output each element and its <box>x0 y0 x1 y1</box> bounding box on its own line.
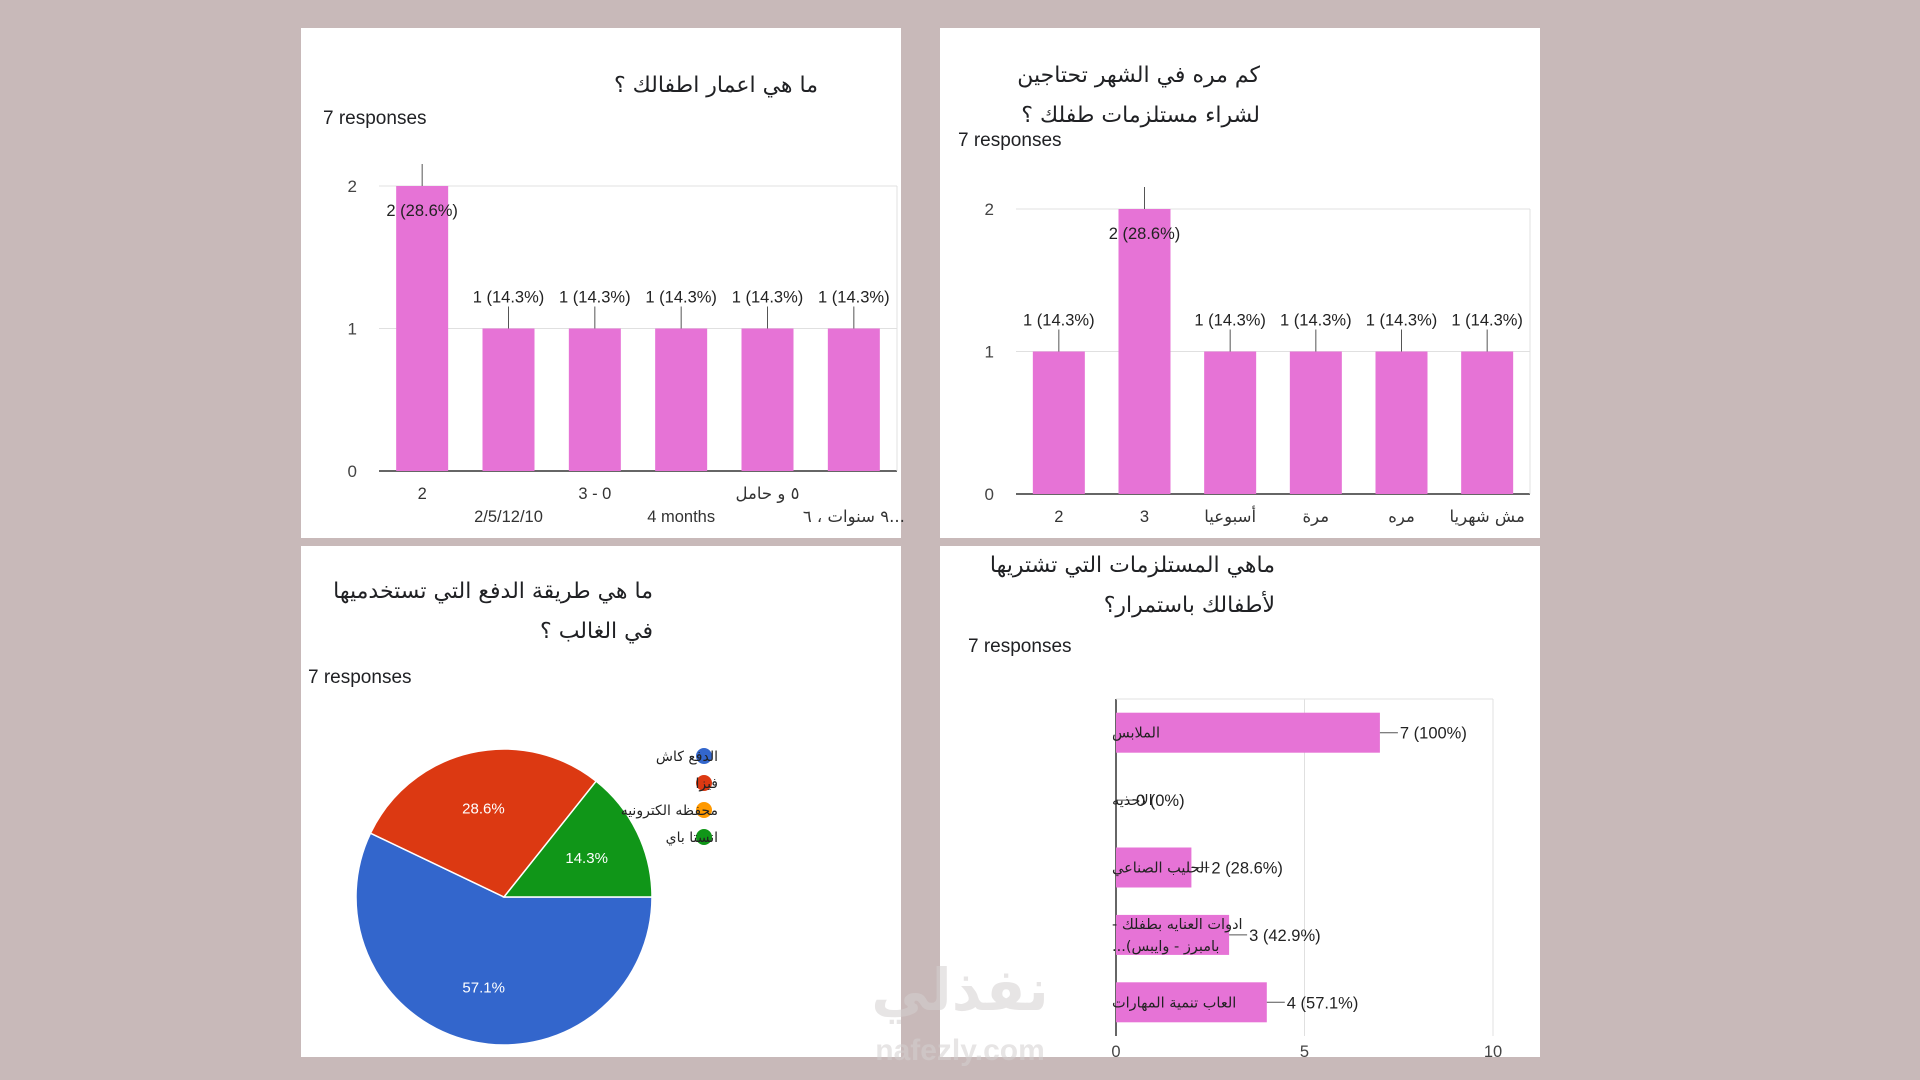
data-label: 4 (57.1%) <box>1287 994 1359 1012</box>
pie-slice <box>355 832 653 1046</box>
x-tick-label: 10 <box>1484 1043 1502 1061</box>
slice-label: 28.6% <box>462 801 505 818</box>
y-tick-label: الملابس <box>1112 726 1160 742</box>
data-label: 1 (14.3%) <box>1451 312 1523 330</box>
x-tick-label: ٩ سنوات ، ٦... <box>803 507 905 527</box>
x-tick-label: 4 months <box>647 508 715 526</box>
bar <box>1289 351 1342 494</box>
y-tick-label: العاب تنمية المهارات <box>1112 995 1236 1011</box>
legend-label: فيزا <box>695 776 718 792</box>
chart-card-supplies: ماهي المستلزمات التي تشتريها لأطفالك باس… <box>940 546 1540 1061</box>
bar <box>568 328 621 471</box>
x-tick-label: أسبوعيا <box>1204 505 1256 527</box>
y-tick-label: 2 <box>348 177 357 196</box>
bar <box>1461 351 1514 494</box>
bar <box>1375 351 1428 494</box>
y-tick-label: 2 <box>985 200 994 219</box>
bar <box>1116 914 1230 955</box>
slice-label: 57.1% <box>462 979 505 996</box>
bar <box>396 186 449 471</box>
bar <box>827 328 880 471</box>
chart-card-ages: ما هي اعمار اطفالك ؟ 7 responses 0 1 2 2 (2… <box>301 28 905 538</box>
x-tick-label: 2 <box>418 485 427 503</box>
x-tick-label: 0 <box>1111 1043 1120 1061</box>
pie-chart: 57.1% 28.6% 14.3% الدفع كاش فيزا محفظه الكترو… <box>355 748 718 1046</box>
data-label: 2 (28.6%) <box>1109 225 1181 243</box>
legend-label: انستا باي <box>666 830 718 846</box>
data-label: 1 (14.3%) <box>559 289 631 307</box>
data-label: 1 (14.3%) <box>1280 312 1352 330</box>
y-tick-label: بامبرز - وايبس)... <box>1112 939 1219 955</box>
x-tick-label: 3 - 0 <box>578 485 611 503</box>
bar <box>1116 847 1192 888</box>
x-tick-label: مرة <box>1303 507 1330 527</box>
data-label: 1 (14.3%) <box>1366 312 1438 330</box>
data-label: 1 (14.3%) <box>818 289 890 307</box>
response-count: 7 responses <box>968 636 1072 657</box>
x-tick-label: 5 <box>1300 1043 1309 1061</box>
legend-label: الدفع كاش <box>656 749 718 765</box>
x-tick-label: 3 <box>1140 508 1149 526</box>
x-tick-label: 2/5/12/10 <box>474 508 543 526</box>
x-tick-label: ٥ و حامل <box>736 484 800 504</box>
data-label: 3 (42.9%) <box>1249 927 1321 945</box>
horizontal-bar-chart: 0 5 10 7 (100%) الملابس 0 (0%)الاحذيه 2 (28.6%… <box>1111 698 1502 1061</box>
y-tick-label: 0 <box>985 485 994 504</box>
question-title: ما هي طريقة الدفع التي تستخدميها في الغا… <box>333 579 653 644</box>
chart-card-frequency: كم مره في الشهر تحتاجين لشراء مستلزمات ط… <box>940 28 1540 538</box>
response-count: 7 responses <box>308 667 412 688</box>
x-tick-label: مش شهريا <box>1450 507 1525 527</box>
data-label: 1 (14.3%) <box>1194 312 1266 330</box>
question-title: ماهي المستلزمات التي تشتريها لأطفالك باس… <box>989 553 1275 618</box>
question-title: كم مره في الشهر تحتاجين لشراء مستلزمات ط… <box>1017 63 1260 128</box>
bar <box>741 328 794 471</box>
data-label: 0 (0%) <box>1136 792 1185 810</box>
bar-chart: 0 1 2 2 (28.6%) 2 1 (14.3%) 2/5/12/10 1 (14.3%)… <box>348 164 905 527</box>
data-label: 1 (14.3%) <box>1023 312 1095 330</box>
bar <box>1118 209 1171 494</box>
bar-chart: 0 1 2 1 (14.3%) 2 2 (28.6%) 3 1 (14.3%) أسبوعيا 1… <box>985 187 1531 527</box>
y-tick-label: 0 <box>348 462 357 481</box>
y-tick-label: الاحذيه <box>1112 793 1153 809</box>
response-count: 7 responses <box>958 130 1062 151</box>
x-tick-label: 2 <box>1054 508 1063 526</box>
legend-label: محفظه الكترونيه <box>621 803 718 819</box>
bar <box>482 328 535 471</box>
y-tick-label: ادوات العنايه بطفلك - <box>1112 917 1243 933</box>
data-label: 1 (14.3%) <box>732 289 804 307</box>
response-count: 7 responses <box>323 108 427 129</box>
data-label: 2 (28.6%) <box>1211 860 1283 878</box>
slice-label: 14.3% <box>565 850 608 867</box>
chart-card-payment: ما هي طريقة الدفع التي تستخدميها في الغا… <box>301 546 901 1057</box>
bar <box>1116 712 1380 753</box>
x-tick-label: مره <box>1388 507 1415 527</box>
y-tick-label: 1 <box>985 343 994 362</box>
pie-slice <box>502 780 653 898</box>
question-title: ما هي اعمار اطفالك ؟ <box>613 73 818 98</box>
legend-marker <box>696 748 712 764</box>
legend-marker <box>696 802 712 818</box>
data-label: 2 (28.6%) <box>386 202 458 220</box>
pie-slice <box>369 748 598 898</box>
legend-marker <box>696 829 712 845</box>
y-tick-label: الحليب الصناعي <box>1112 861 1208 877</box>
data-label: 1 (14.3%) <box>473 289 545 307</box>
bar <box>655 328 708 471</box>
legend-marker <box>696 775 712 791</box>
data-label: 1 (14.3%) <box>645 289 717 307</box>
y-tick-label: 1 <box>348 320 357 339</box>
bar <box>1032 351 1085 494</box>
bar <box>1204 351 1257 494</box>
bar <box>1116 982 1267 1023</box>
data-label: 7 (100%) <box>1400 725 1467 743</box>
